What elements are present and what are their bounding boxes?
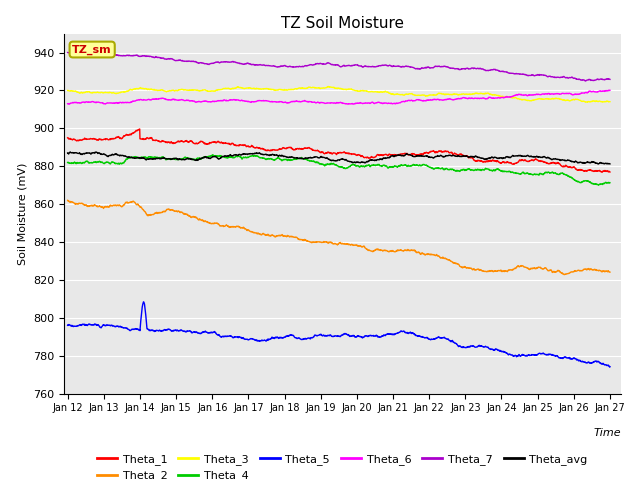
Theta_5 — [367, 333, 374, 338]
Theta_1 — [606, 169, 614, 175]
Theta_3 — [367, 89, 374, 95]
Theta_avg — [67, 149, 74, 155]
Line: Theta_3: Theta_3 — [68, 86, 610, 102]
Theta_4 — [367, 164, 374, 169]
Theta_2 — [366, 248, 374, 253]
Theta_7 — [573, 76, 581, 82]
Line: Theta_6: Theta_6 — [68, 90, 610, 104]
Text: Time: Time — [593, 428, 621, 438]
Theta_4 — [595, 182, 602, 188]
Legend: Theta_1, Theta_2, Theta_3, Theta_4, Theta_5, Theta_6, Theta_7, Theta_avg: Theta_1, Theta_2, Theta_3, Theta_4, Thet… — [93, 450, 592, 480]
Theta_7 — [558, 74, 566, 80]
Theta_5 — [558, 356, 566, 361]
Theta_2 — [561, 272, 568, 277]
Theta_4 — [209, 152, 217, 158]
Theta_3 — [558, 97, 566, 103]
Theta_3 — [64, 87, 72, 93]
Theta_avg — [558, 157, 566, 163]
Theta_2 — [215, 221, 223, 227]
Theta_6 — [355, 100, 362, 106]
Theta_7 — [215, 60, 223, 65]
Theta_2 — [64, 197, 72, 203]
Theta_2 — [497, 268, 504, 274]
Theta_1 — [64, 135, 72, 141]
Theta_4 — [64, 159, 72, 165]
Theta_5 — [497, 348, 504, 353]
Theta_6 — [606, 87, 614, 93]
Theta_1 — [215, 139, 223, 145]
Theta_avg — [355, 160, 362, 166]
Theta_4 — [215, 153, 223, 159]
Theta_1 — [573, 168, 581, 173]
Theta_6 — [367, 100, 374, 106]
Theta_4 — [573, 179, 581, 184]
Theta_7 — [497, 69, 504, 74]
Theta_2 — [573, 267, 581, 273]
Theta_5 — [606, 364, 614, 370]
Theta_6 — [497, 95, 504, 101]
Theta_avg — [367, 157, 374, 163]
Theta_avg — [595, 161, 602, 167]
Theta_avg — [215, 156, 223, 162]
Theta_1 — [558, 163, 566, 169]
Theta_6 — [605, 87, 612, 93]
Theta_6 — [64, 101, 72, 107]
Theta_4 — [606, 180, 614, 186]
Theta_5 — [64, 323, 72, 328]
Theta_5 — [355, 333, 362, 339]
Theta_3 — [324, 84, 332, 89]
Theta_7 — [64, 49, 72, 55]
Theta_4 — [497, 168, 504, 174]
Text: TZ_sm: TZ_sm — [72, 44, 112, 55]
Theta_avg — [573, 159, 581, 165]
Line: Theta_7: Theta_7 — [68, 52, 610, 81]
Theta_7 — [582, 78, 589, 84]
Theta_4 — [558, 170, 566, 176]
Theta_5 — [140, 299, 147, 305]
Theta_7 — [366, 64, 374, 70]
Title: TZ Soil Moisture: TZ Soil Moisture — [281, 16, 404, 31]
Theta_3 — [355, 88, 362, 94]
Theta_6 — [573, 92, 581, 97]
Theta_avg — [64, 150, 72, 156]
Y-axis label: Soil Moisture (mV): Soil Moisture (mV) — [17, 162, 28, 265]
Theta_6 — [65, 101, 72, 107]
Theta_3 — [497, 94, 504, 99]
Line: Theta_1: Theta_1 — [68, 129, 610, 172]
Theta_3 — [215, 87, 223, 93]
Line: Theta_avg: Theta_avg — [68, 152, 610, 164]
Line: Theta_2: Theta_2 — [68, 200, 610, 275]
Theta_1 — [497, 160, 504, 166]
Theta_1 — [355, 152, 362, 157]
Theta_3 — [573, 96, 581, 102]
Theta_6 — [215, 98, 223, 104]
Theta_1 — [598, 169, 606, 175]
Theta_2 — [606, 269, 614, 275]
Theta_6 — [558, 90, 566, 96]
Theta_2 — [558, 270, 566, 276]
Theta_4 — [355, 163, 362, 169]
Theta_2 — [355, 243, 362, 249]
Theta_3 — [606, 99, 614, 105]
Theta_7 — [606, 76, 614, 82]
Theta_1 — [367, 155, 374, 161]
Theta_3 — [584, 99, 591, 105]
Theta_5 — [573, 357, 581, 362]
Theta_1 — [136, 126, 143, 132]
Line: Theta_4: Theta_4 — [68, 155, 610, 185]
Theta_5 — [606, 364, 614, 370]
Theta_5 — [215, 332, 223, 338]
Theta_avg — [497, 155, 504, 161]
Theta_7 — [355, 63, 362, 69]
Theta_avg — [606, 161, 614, 167]
Line: Theta_5: Theta_5 — [68, 302, 610, 367]
